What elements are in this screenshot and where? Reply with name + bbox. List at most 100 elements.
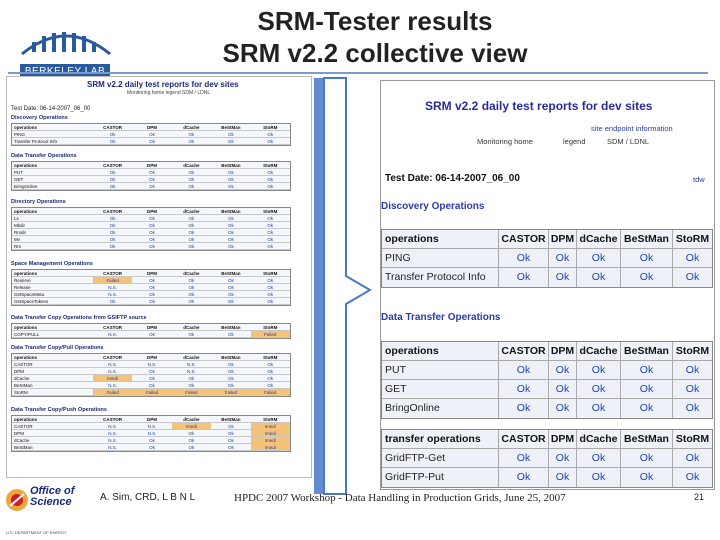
thumbnail-cell: BeStMan bbox=[14, 383, 33, 388]
thumbnail-cell: CASTOR bbox=[14, 424, 33, 429]
status-cell[interactable]: Ok bbox=[548, 268, 576, 287]
thumbnail-cell: Imedi bbox=[92, 375, 133, 381]
thumbnail-row: Ls Ok Ok Ok Ok Ok bbox=[12, 215, 290, 222]
status-cell[interactable]: Ok bbox=[548, 380, 576, 398]
status-cell[interactable]: Ok bbox=[498, 399, 548, 418]
status-cell[interactable]: Ok bbox=[498, 380, 548, 398]
status-cell[interactable]: Ok bbox=[576, 380, 620, 398]
thumbnail-table: operations CASTOR DPM dCache BeStMan StoRM PIN… bbox=[11, 123, 291, 146]
thumbnail-cell: Ok bbox=[267, 369, 274, 374]
status-cell: BeStMan bbox=[620, 430, 672, 448]
operation-label: GridFTP-Put bbox=[385, 471, 444, 483]
status-cell: StoRM bbox=[672, 230, 712, 248]
thumbnail-cell: dCache bbox=[14, 376, 30, 381]
table-row: GridFTP-Put Ok Ok Ok Ok Ok bbox=[382, 468, 712, 487]
thumbnail-cell: N.S. bbox=[108, 424, 117, 429]
legend-link[interactable]: legend bbox=[563, 137, 586, 146]
thumbnail-cell: Ok bbox=[188, 332, 195, 337]
report-thumbnail: SRM v2.2 daily test reports for dev site… bbox=[6, 76, 312, 478]
sdm-ldnl-link[interactable]: SDM / LDNL bbox=[607, 137, 650, 146]
status-cell[interactable]: Ok bbox=[498, 249, 548, 267]
thumbnail-cell: Ok bbox=[188, 285, 195, 290]
monitoring-home-link[interactable]: Monitoring home bbox=[477, 137, 533, 146]
status-cell[interactable]: Ok bbox=[620, 399, 672, 418]
thumbnail-row: BringOnline Ok Ok Ok Ok Ok bbox=[12, 183, 290, 190]
thumbnail-cell: Ok bbox=[227, 184, 234, 189]
status-cell: CASTOR bbox=[498, 342, 548, 360]
thumbnail-row: DPM N.S. Ok N.S. Ok Ok bbox=[12, 368, 290, 375]
tdw-link[interactable]: tdw bbox=[693, 175, 705, 184]
thumbnail-cell: StoRM bbox=[263, 325, 278, 330]
thumbnail-cell: Reserve bbox=[14, 278, 31, 283]
thumbnail-cell: Imedi bbox=[171, 423, 212, 429]
thumbnail-cell: Ok bbox=[149, 285, 155, 290]
status-cell[interactable]: Ok bbox=[548, 249, 576, 267]
table-header-row: operations CASTOR DPM dCache BeStMan StoRM bbox=[382, 342, 712, 361]
author: A. Sim, CRD, L B N L bbox=[100, 492, 196, 503]
status-cell[interactable]: Ok bbox=[548, 361, 576, 379]
thumbnail-row: Rm Ok Ok Ok Ok Ok bbox=[12, 243, 290, 250]
status-cell[interactable]: Ok bbox=[620, 380, 672, 398]
status-cell[interactable]: Ok bbox=[672, 468, 712, 487]
thumbnail-cell: Failed bbox=[211, 389, 251, 395]
thumbnail-cell: N.S. bbox=[147, 424, 157, 429]
thumbnail-cell: Imedi bbox=[250, 423, 290, 429]
thumbnail-cell: StoRM bbox=[263, 355, 278, 360]
status-cell[interactable]: Ok bbox=[576, 399, 620, 418]
status-cell[interactable]: Ok bbox=[672, 449, 712, 467]
thumbnail-row: Reserve Failed Ok Ok Ok Ok bbox=[12, 277, 290, 284]
status-cell[interactable]: Ok bbox=[498, 449, 548, 467]
status-cell[interactable]: Ok bbox=[498, 268, 548, 287]
zoom-title: SRM v2.2 daily test reports for dev site… bbox=[425, 99, 653, 113]
thumbnail-cell: BeStMan bbox=[221, 209, 241, 214]
thumbnail-cell: Ok bbox=[149, 376, 155, 381]
status-cell[interactable]: Ok bbox=[576, 361, 620, 379]
thumbnail-cell: CASTOR bbox=[103, 355, 123, 360]
status-cell[interactable]: Ok bbox=[548, 449, 576, 467]
status-cell[interactable]: Ok bbox=[620, 361, 672, 379]
thumbnail-cell: GetSpaceMeta bbox=[14, 292, 45, 297]
thumbnail-cell: Ok bbox=[109, 299, 116, 304]
thumbnail-cell: GetSpaceTokens bbox=[14, 299, 49, 304]
thumbnail-cell: Ok bbox=[267, 278, 274, 283]
status-cell[interactable]: Ok bbox=[620, 249, 672, 267]
thumbnail-cell: Ok bbox=[188, 223, 195, 228]
site-endpoint-link[interactable]: site endpoint information bbox=[591, 124, 673, 133]
thumbnail-section-title: Data Transfer Copy/Pull Operations bbox=[11, 345, 104, 351]
thumbnail-section-title: Data Transfer Copy Operations from GSIFT… bbox=[11, 315, 147, 321]
thumbnail-cell: operations bbox=[14, 209, 38, 214]
status-cell[interactable]: Ok bbox=[620, 268, 672, 287]
status-cell[interactable]: Ok bbox=[548, 468, 576, 487]
status-cell[interactable]: Ok bbox=[672, 380, 712, 398]
thumbnail-cell: N.S. bbox=[108, 431, 117, 436]
thumbnail-cell: Ok bbox=[267, 216, 274, 221]
zoom-connector bbox=[314, 77, 372, 495]
status-cell[interactable]: Ok bbox=[620, 468, 672, 487]
thumbnail-cell: Ok bbox=[188, 431, 195, 436]
thumbnail-cell: CASTOR bbox=[103, 325, 123, 330]
page-number: 21 bbox=[694, 492, 705, 502]
status-cell[interactable]: Ok bbox=[498, 468, 548, 487]
thumbnail-links: Monitoring home legend SDM / LDNL bbox=[127, 90, 211, 96]
status-cell[interactable]: Ok bbox=[576, 449, 620, 467]
status-cell[interactable]: Ok bbox=[672, 361, 712, 379]
status-cell[interactable]: Ok bbox=[576, 268, 620, 287]
thumbnail-cell: Ok bbox=[227, 244, 234, 249]
thumbnail-cell: Ok bbox=[188, 445, 195, 450]
thumbnail-cell: dCache bbox=[183, 125, 200, 130]
thumbnail-cell: Failed bbox=[132, 389, 172, 395]
status-cell[interactable]: Ok bbox=[498, 361, 548, 379]
thumbnail-cell: Ok bbox=[267, 139, 274, 144]
operation-label: PUT bbox=[385, 364, 406, 376]
workshop-footer: HPDC 2007 Workshop - Data Handling in Pr… bbox=[234, 492, 566, 504]
status-cell[interactable]: Ok bbox=[576, 249, 620, 267]
status-cell[interactable]: Ok bbox=[672, 268, 712, 287]
status-cell[interactable]: Ok bbox=[620, 449, 672, 467]
status-cell[interactable]: Ok bbox=[672, 249, 712, 267]
status-cell[interactable]: Ok bbox=[576, 468, 620, 487]
thumbnail-cell: BeStMan bbox=[221, 163, 241, 168]
thumbnail-cell: Ok bbox=[267, 184, 274, 189]
status-cell[interactable]: Ok bbox=[672, 399, 712, 418]
status-cell[interactable]: Ok bbox=[548, 399, 576, 418]
thumbnail-cell: Ok bbox=[227, 216, 234, 221]
